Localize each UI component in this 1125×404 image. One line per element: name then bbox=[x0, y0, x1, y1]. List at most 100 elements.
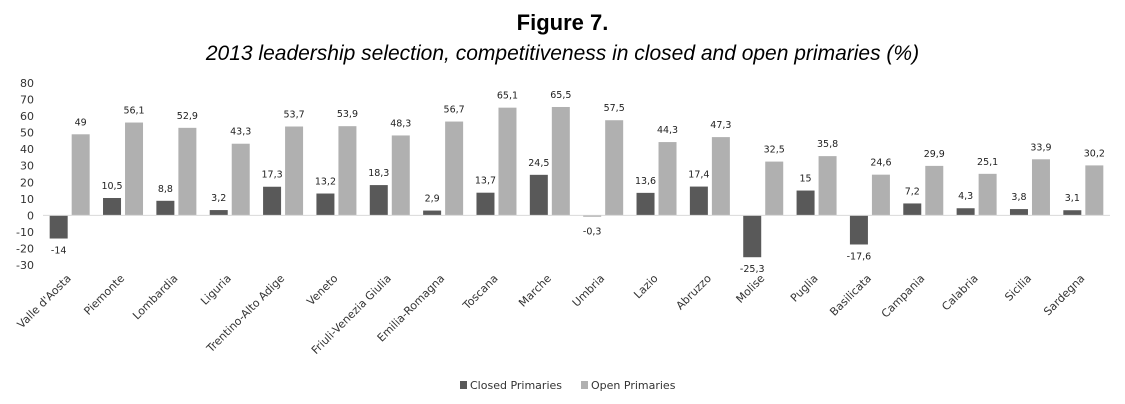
x-tick-label: Abruzzo bbox=[673, 272, 714, 313]
legend: Closed Primaries Open Primaries bbox=[460, 379, 676, 392]
x-tick-label: Toscana bbox=[460, 272, 501, 313]
data-label: 10,5 bbox=[101, 181, 122, 192]
bar-open bbox=[818, 156, 837, 216]
y-tick-label: 30 bbox=[20, 160, 34, 173]
data-label: 29,9 bbox=[924, 149, 945, 160]
x-tick-label: Lazio bbox=[631, 272, 660, 301]
bar-open bbox=[338, 126, 357, 216]
x-tick-label: Umbria bbox=[570, 272, 608, 310]
bar-open bbox=[445, 121, 464, 216]
bar-open bbox=[1085, 165, 1104, 216]
bar-open bbox=[178, 127, 197, 216]
legend-swatch bbox=[460, 381, 467, 389]
bar-open bbox=[71, 134, 90, 216]
bar-open bbox=[605, 120, 624, 216]
data-label: 65,1 bbox=[497, 91, 518, 102]
data-label: -14 bbox=[51, 246, 67, 257]
x-tick-label: Marche bbox=[516, 272, 554, 310]
y-tick-label: -30 bbox=[16, 259, 34, 272]
data-label: 49 bbox=[75, 117, 87, 128]
x-tick-label: Basilicata bbox=[827, 272, 874, 319]
chart-title: 2013 leadership selection, competitivene… bbox=[205, 42, 920, 65]
bars: -14 49 10,5 56,1 8,8 52,9 3,2 43,3 17,3 53,7 13,2 5… bbox=[49, 90, 1105, 275]
data-label: 35,8 bbox=[817, 139, 838, 150]
y-tick-label: 60 bbox=[20, 110, 34, 123]
data-label: 48,3 bbox=[390, 118, 411, 129]
x-tick-label: Valle d'Aosta bbox=[15, 272, 74, 331]
data-label: -0,3 bbox=[583, 226, 602, 237]
bar-closed bbox=[423, 210, 442, 216]
y-tick-label: 20 bbox=[20, 176, 34, 189]
legend-swatch bbox=[581, 381, 588, 389]
bar-open bbox=[978, 173, 997, 216]
y-tick-label: 80 bbox=[20, 77, 34, 90]
bar-closed bbox=[369, 185, 388, 216]
data-label: 18,3 bbox=[368, 168, 389, 179]
bar-closed bbox=[156, 200, 175, 216]
bar-open bbox=[765, 161, 784, 216]
bar-closed bbox=[956, 208, 975, 216]
bar-closed bbox=[849, 215, 868, 245]
bar-open bbox=[498, 107, 517, 216]
data-label: 13,6 bbox=[635, 176, 656, 187]
y-tick-label: 10 bbox=[20, 193, 34, 206]
bar-open bbox=[925, 165, 944, 216]
bar-closed bbox=[689, 186, 708, 216]
data-label: 56,1 bbox=[123, 106, 144, 117]
data-label: -25,3 bbox=[740, 264, 765, 275]
x-tick-label: Piemonte bbox=[81, 272, 127, 318]
bar-closed bbox=[476, 192, 495, 216]
data-label: 65,5 bbox=[550, 90, 571, 101]
data-label: 24,5 bbox=[528, 158, 549, 169]
figure-label: Figure 7. bbox=[516, 10, 609, 35]
data-label: 44,3 bbox=[657, 125, 678, 136]
data-label: 47,3 bbox=[710, 120, 731, 131]
data-label: 3,8 bbox=[1011, 192, 1026, 203]
x-tick-label: Sardegna bbox=[1041, 272, 1087, 318]
data-label: 53,9 bbox=[337, 109, 358, 120]
data-label: 33,9 bbox=[1030, 142, 1051, 153]
data-label: 8,8 bbox=[158, 184, 173, 195]
data-label: 7,2 bbox=[905, 186, 920, 197]
bar-open bbox=[711, 137, 730, 216]
data-label: 53,7 bbox=[283, 110, 304, 121]
legend-label: Open Primaries bbox=[591, 379, 676, 392]
bar-closed bbox=[209, 210, 228, 216]
data-label: 52,9 bbox=[177, 111, 198, 122]
data-label: 24,6 bbox=[870, 158, 891, 169]
bar-closed bbox=[49, 215, 68, 239]
x-axis: Valle d'Aosta Piemonte Lombardia LiguriaTre… bbox=[15, 272, 1088, 357]
data-label: 15 bbox=[800, 174, 812, 185]
bar-open bbox=[231, 143, 250, 216]
y-tick-label: -10 bbox=[16, 226, 34, 239]
bar-open bbox=[658, 142, 677, 216]
data-label: 13,2 bbox=[315, 177, 336, 188]
data-label: 17,4 bbox=[688, 170, 709, 181]
data-label: 43,3 bbox=[230, 127, 251, 138]
bar-open bbox=[871, 174, 890, 216]
x-tick-label: Molise bbox=[734, 272, 768, 306]
x-tick-label: Veneto bbox=[304, 272, 340, 308]
bar-closed bbox=[316, 193, 335, 216]
legend-label: Closed Primaries bbox=[470, 379, 562, 392]
bar-closed bbox=[743, 215, 762, 258]
data-label: -17,6 bbox=[847, 251, 872, 262]
x-tick-label: Campania bbox=[879, 272, 928, 321]
x-tick-label: Lombardia bbox=[130, 272, 180, 322]
y-tick-label: 0 bbox=[27, 209, 34, 222]
bar-open bbox=[391, 135, 410, 216]
data-label: 3,2 bbox=[211, 193, 226, 204]
data-label: 56,7 bbox=[444, 105, 465, 116]
bar-closed bbox=[263, 186, 282, 216]
y-tick-label: -20 bbox=[16, 242, 34, 255]
data-label: 4,3 bbox=[958, 191, 973, 202]
data-label: 57,5 bbox=[604, 103, 625, 114]
x-tick-label: Calabria bbox=[939, 272, 980, 313]
data-label: 25,1 bbox=[977, 157, 998, 168]
data-label: 2,9 bbox=[425, 194, 440, 205]
bar-closed bbox=[903, 203, 922, 216]
bar-closed bbox=[103, 197, 122, 216]
y-tick-label: 50 bbox=[20, 127, 34, 140]
data-label: 3,1 bbox=[1065, 193, 1080, 204]
